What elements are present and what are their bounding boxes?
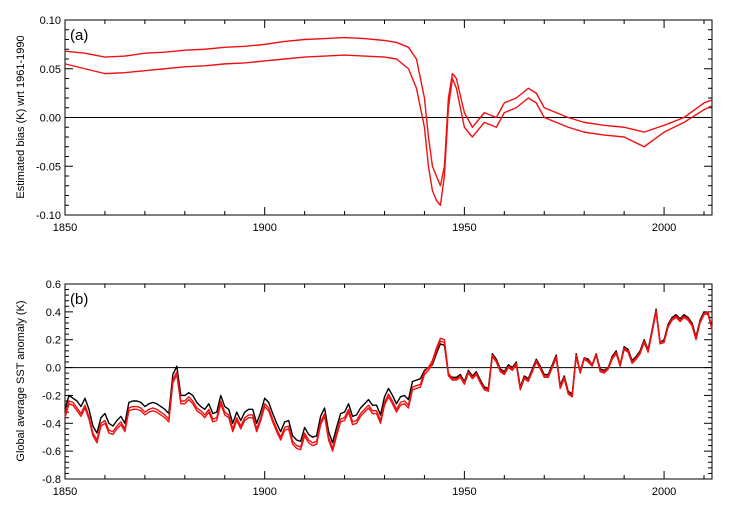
x-tick-label: 2000 xyxy=(652,486,676,498)
y-tick-label: -0.8 xyxy=(42,474,61,486)
series-line xyxy=(64,308,713,444)
y-tick-label: -0.10 xyxy=(36,210,61,222)
panel-label-b: (b) xyxy=(70,291,88,308)
panel-a: 0.100.050.00-0.05-0.10 1850 1900 1950 2000 … xyxy=(15,15,713,234)
y-tick-label: -0.6 xyxy=(42,446,61,458)
y-tick-labels-b: 0.6 0.4 0.2 0.0 -0.2 -0.4 -0.6 -0.8 xyxy=(42,279,61,486)
y-axis-title-b: Global average SST anomaly (K) xyxy=(15,300,27,461)
tick-marks-b xyxy=(64,283,712,480)
y-tick-label: -0.4 xyxy=(42,418,61,430)
x-tick-labels-b: 1850 1900 1950 2000 xyxy=(53,486,677,498)
x-tick-label: 1900 xyxy=(252,222,276,234)
panel-label-a: (a) xyxy=(70,27,88,44)
x-tick-labels-a: 1850 1900 1950 2000 xyxy=(53,222,677,234)
y-axis-title-a: Estimated bias (K) wrt 1961-1990 xyxy=(15,35,27,198)
x-tick-label: 2000 xyxy=(652,222,676,234)
series-group-b xyxy=(64,308,713,452)
y-tick-label: 0.10 xyxy=(40,15,61,27)
y-tick-label: 0.6 xyxy=(46,279,61,291)
series-line xyxy=(64,54,713,206)
y-tick-label: -0.2 xyxy=(42,390,61,402)
x-tick-label: 1850 xyxy=(53,222,77,234)
x-tick-label: 1950 xyxy=(452,486,476,498)
panel-b: 0.6 0.4 0.2 0.0 -0.2 -0.4 -0.6 -0.8 1850 1900 195… xyxy=(15,279,713,498)
y-tick-label: 0.2 xyxy=(46,335,61,347)
x-tick-label: 1850 xyxy=(53,486,77,498)
plot-frame-b xyxy=(64,283,713,480)
series-line xyxy=(64,309,713,450)
y-tick-label: -0.05 xyxy=(36,161,61,173)
y-tick-label: 0.05 xyxy=(40,64,61,76)
x-tick-label: 1900 xyxy=(252,486,276,498)
y-tick-label: 0.4 xyxy=(46,307,61,319)
series-group-a xyxy=(64,36,713,206)
y-tick-label: 0.00 xyxy=(40,113,61,125)
series-line xyxy=(64,36,713,187)
x-tick-label: 1950 xyxy=(452,222,476,234)
y-tick-labels-a: 0.10 0.05 0.00 -0.05 -0.10 xyxy=(36,15,61,222)
y-tick-label: 0.0 xyxy=(46,363,61,375)
series-line xyxy=(64,311,713,452)
